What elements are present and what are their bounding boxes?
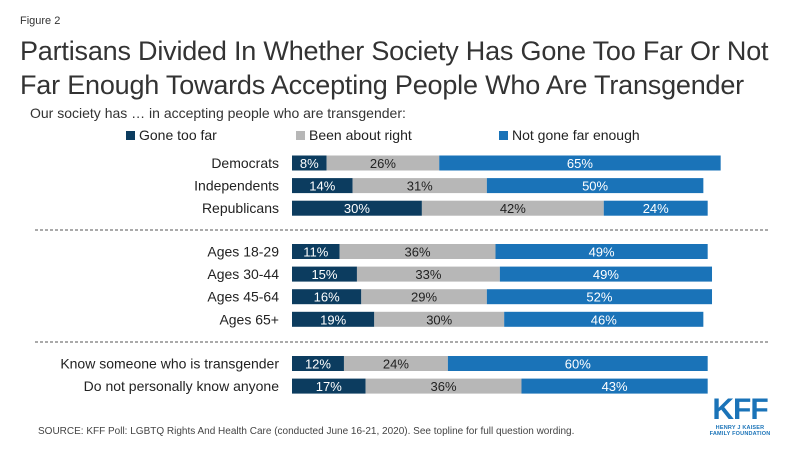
data-label: 50% [582, 179, 608, 194]
logo-line-1: HENRY J KAISER [715, 425, 765, 431]
bar-segment-ages-18-29-been-about-right [339, 244, 496, 259]
bar-segment-do-not-personally-know-anyone-been-about-right [365, 378, 522, 394]
data-label: 36% [405, 245, 431, 260]
legend-label: Gone too far [139, 127, 217, 143]
category-label-ages-30-44: Ages 30-44 [207, 266, 279, 282]
bar-segment-know-someone-who-is-transgender-not-gone-far-enough [447, 356, 708, 371]
bar-segment-republicans-been-about-right [421, 200, 604, 216]
data-label: 8% [300, 156, 319, 171]
legend-item-gone-too-far: Gone too far [126, 127, 217, 143]
logo-subtitle: HENRY J KAISER FAMILY FOUNDATION [705, 425, 775, 437]
bar-segment-ages-30-44-not-gone-far-enough [499, 266, 713, 282]
bar-segment-ages-45-64-not-gone-far-enough [486, 289, 713, 305]
bar-segment-do-not-personally-know-anyone-gone-too-far [292, 378, 366, 394]
bar-segment-independents-gone-too-far [292, 178, 353, 194]
chart-title: Partisans Divided In Whether Society Has… [20, 36, 769, 100]
bar-segment-ages-65-gone-too-far [292, 311, 375, 327]
bar-segment-ages-30-44-been-about-right [356, 266, 500, 282]
data-label: 24% [643, 201, 669, 216]
bar-segment-democrats-been-about-right [326, 155, 440, 171]
data-label: 29% [411, 290, 437, 305]
data-label: 16% [314, 290, 340, 305]
data-label: 30% [426, 312, 452, 327]
chart-subtitle: Our society has … in accepting people wh… [30, 105, 406, 121]
legend-swatch [296, 130, 305, 140]
legend: Gone too far Been about right Not gone f… [0, 127, 800, 147]
bar-segment-republicans-gone-too-far [292, 200, 422, 216]
bar-segment-republicans-not-gone-far-enough [603, 200, 708, 216]
data-label: 19% [320, 312, 346, 327]
bar-segment-ages-65-been-about-right [374, 311, 505, 327]
data-label: 43% [602, 379, 628, 394]
data-label: 60% [565, 357, 591, 372]
source-note: SOURCE: KFF Poll: LGBTQ Rights And Healt… [38, 426, 575, 437]
bar-segment-democrats-gone-too-far [292, 155, 327, 171]
bar-segment-ages-18-29-not-gone-far-enough [495, 244, 708, 259]
logo-line-2: FAMILY FOUNDATION [709, 431, 771, 437]
data-label: 11% [303, 245, 328, 260]
legend-item-been-about-right: Been about right [296, 127, 412, 143]
data-label: 33% [415, 267, 441, 282]
data-label: 31% [407, 179, 433, 194]
bar-segment-ages-45-64-been-about-right [361, 289, 487, 305]
data-label: 24% [383, 357, 409, 372]
bar-segment-ages-18-29-gone-too-far [292, 244, 340, 259]
data-label: 12% [305, 357, 331, 372]
category-label-republicans: Republicans [202, 200, 279, 216]
category-label-ages-45-64: Ages 45-64 [207, 289, 279, 305]
data-label: 36% [431, 379, 457, 394]
legend-label: Not gone far enough [512, 127, 640, 143]
legend-label: Been about right [309, 127, 412, 143]
category-label-know-someone-who-is-transgender: Know someone who is transgender [60, 356, 279, 372]
figure-label: Figure 2 [20, 15, 61, 27]
bar-segment-independents-not-gone-far-enough [486, 178, 704, 194]
data-label: 26% [370, 156, 396, 171]
legend-swatch [126, 130, 135, 140]
bar-segment-ages-45-64-gone-too-far [292, 289, 362, 305]
data-label: 15% [311, 267, 337, 282]
data-label: 65% [567, 156, 593, 171]
legend-item-not-gone-far-enough: Not gone far enough [499, 127, 640, 143]
bar-segment-independents-been-about-right [352, 178, 487, 194]
data-label: 49% [593, 267, 619, 282]
data-label: 49% [589, 245, 615, 260]
category-label-ages-18-29: Ages 18-29 [207, 244, 279, 260]
data-label: 14% [309, 179, 335, 194]
data-label: 30% [344, 201, 370, 216]
data-label: 42% [500, 201, 526, 216]
data-label: 46% [591, 312, 617, 327]
bar-segment-ages-65-not-gone-far-enough [504, 311, 704, 327]
data-label: 17% [316, 379, 342, 394]
bar-segment-know-someone-who-is-transgender-been-about-right [343, 356, 448, 371]
data-label: 52% [586, 290, 612, 305]
bar-segment-democrats-not-gone-far-enough [439, 155, 721, 171]
category-label-do-not-personally-know-anyone: Do not personally know anyone [84, 378, 280, 394]
bar-segment-do-not-personally-know-anyone-not-gone-far-enough [521, 378, 708, 394]
bar-segment-ages-30-44-gone-too-far [292, 266, 357, 282]
logo-mark: KFF [712, 393, 768, 426]
legend-swatch [499, 130, 508, 140]
kff-logo: KFF HENRY J KAISER FAMILY FOUNDATION [705, 393, 775, 438]
bar-segment-know-someone-who-is-transgender-gone-too-far [292, 356, 344, 371]
category-label-independents: Independents [194, 178, 279, 194]
category-label-democrats: Democrats [211, 155, 279, 171]
category-label-ages-65: Ages 65+ [219, 311, 279, 327]
